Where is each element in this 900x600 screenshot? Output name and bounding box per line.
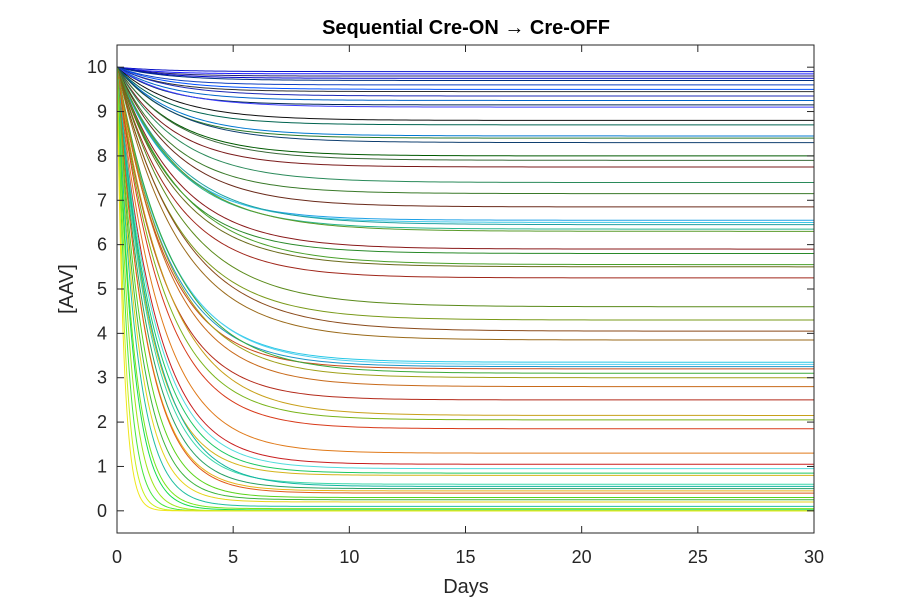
series-line [116, 67, 814, 512]
series-line [116, 67, 814, 266]
series-line [116, 67, 814, 388]
y-tick-label: 3 [97, 368, 107, 388]
y-tick-label: 2 [97, 412, 107, 432]
x-axis-label: Days [443, 576, 489, 598]
series-line [116, 67, 814, 501]
series-line [116, 66, 814, 121]
series-line [116, 67, 814, 416]
series-line [116, 67, 814, 485]
series-line [116, 67, 814, 454]
series-line [116, 67, 814, 430]
series-line [116, 67, 814, 487]
series-line [116, 66, 814, 184]
series-line [116, 66, 814, 208]
series-line [116, 66, 814, 75]
chart-title: Sequential Cre-ON → Cre-OFF [322, 17, 610, 39]
y-axis-label: [AAV] [56, 264, 78, 314]
y-axis-ticks: 0 1 2 3 4 5 6 7 8 9 10 [87, 57, 814, 521]
y-tick-label: 9 [97, 102, 107, 122]
series-line [116, 67, 814, 255]
series-line [116, 66, 814, 90]
series-line [116, 67, 814, 511]
series-line [116, 67, 814, 470]
series-line [116, 67, 814, 250]
series-line [116, 66, 814, 77]
series-line [116, 67, 814, 494]
x-tick-label: 30 [804, 547, 824, 567]
series-line [116, 66, 814, 97]
series-line [116, 67, 814, 507]
series-line [116, 67, 814, 503]
y-tick-label: 6 [97, 235, 107, 255]
series-line [116, 66, 814, 230]
series-line [116, 67, 814, 279]
series-line [116, 66, 815, 137]
series-line [116, 67, 814, 490]
y-tick-label: 0 [97, 501, 107, 521]
x-tick-label: 15 [455, 547, 475, 567]
series-line [116, 66, 814, 195]
series-line [116, 66, 814, 232]
series-line [116, 67, 814, 268]
series-line [116, 67, 814, 421]
series-line [116, 67, 814, 474]
series-line [116, 66, 814, 86]
x-tick-label: 5 [228, 547, 238, 567]
series-line [116, 66, 814, 108]
series-line [116, 66, 814, 73]
series-line [116, 66, 814, 126]
series-line [116, 67, 815, 341]
x-tick-label: 10 [339, 547, 359, 567]
series-line [116, 67, 814, 401]
series-lines [116, 66, 815, 512]
x-tick-label: 20 [572, 547, 592, 567]
series-line [116, 66, 814, 106]
series-line [116, 67, 814, 476]
series-line [116, 67, 814, 510]
series-line [116, 67, 814, 374]
y-tick-label: 7 [97, 190, 107, 210]
y-tick-label: 10 [87, 57, 107, 77]
series-line [116, 67, 814, 499]
series-line [116, 67, 814, 379]
series-line [116, 66, 814, 81]
series-line [116, 67, 814, 308]
x-axis-ticks: 0 5 10 15 20 25 30 [112, 45, 824, 567]
x-tick-label: 0 [112, 547, 122, 567]
y-tick-label: 1 [97, 456, 107, 476]
series-line [116, 66, 814, 144]
series-line [116, 67, 814, 221]
y-tick-label: 8 [97, 146, 107, 166]
series-line [116, 66, 814, 168]
series-line [116, 67, 814, 332]
y-tick-label: 4 [97, 323, 107, 343]
x-tick-label: 25 [688, 547, 708, 567]
series-line [116, 66, 814, 101]
series-line [116, 67, 814, 465]
y-tick-label: 5 [97, 279, 107, 299]
series-line [116, 66, 814, 161]
